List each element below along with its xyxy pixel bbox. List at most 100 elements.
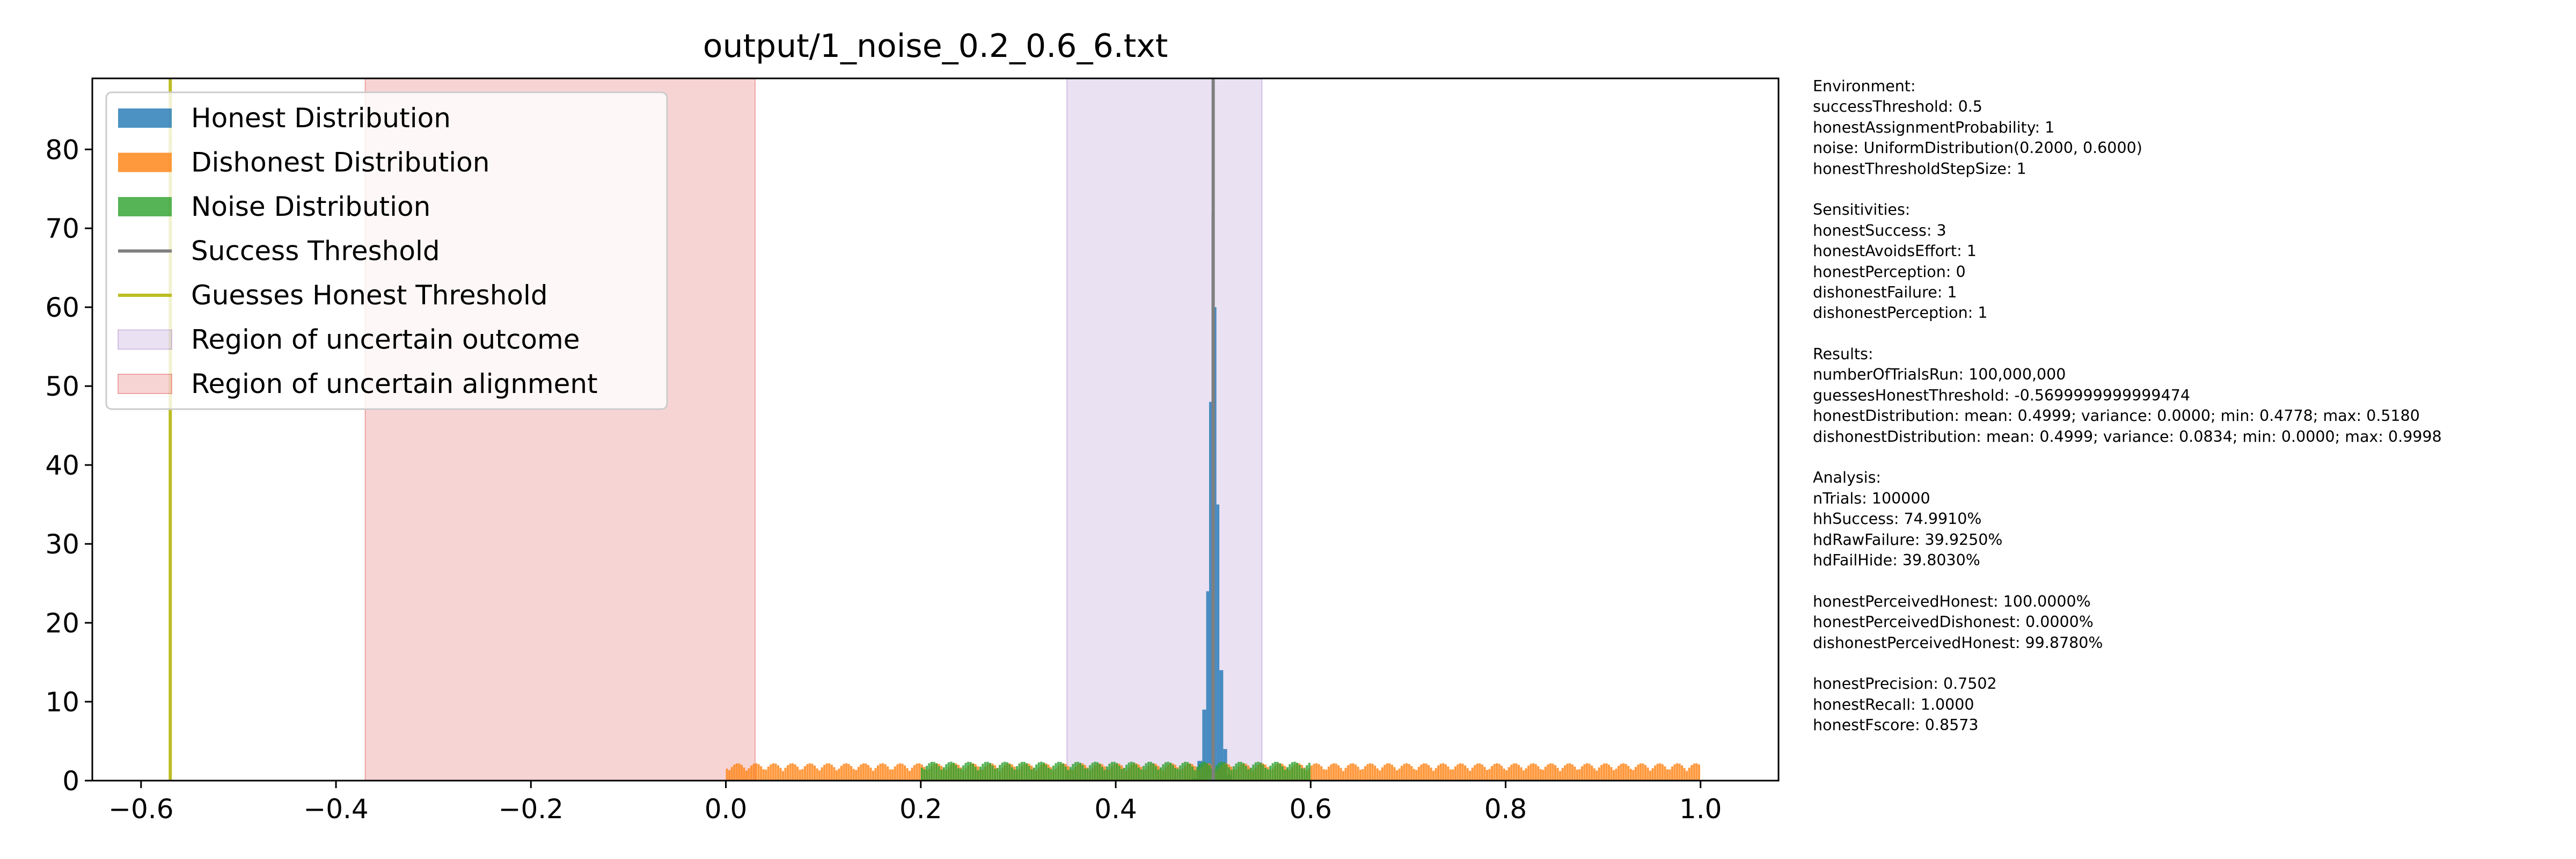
histogram-bar [1435,768,1437,781]
histogram-bar [1052,766,1055,781]
info-line: honestPerceivedHonest: 100.0000% [1813,592,2091,610]
histogram-bar [1690,765,1693,781]
histogram-bar [882,763,884,781]
histogram-bar [1537,766,1540,781]
histogram-bar [1074,762,1077,781]
info-line: noise: UniformDistribution(0.2000, 0.600… [1813,139,2142,157]
histogram-bar [1671,766,1674,781]
histogram-bar [1084,768,1087,781]
histogram-bar [833,767,836,781]
histogram-bar [1564,765,1567,781]
histogram-bar [1529,763,1532,781]
histogram-bar [830,765,833,781]
histogram-bar [808,763,811,781]
histogram-bar [1067,770,1070,781]
histogram-bar [1366,764,1369,781]
legend-label: Noise Distribution [191,191,430,222]
histogram-bar [1176,768,1179,781]
histogram-bar [1269,766,1272,781]
histogram-bar [1651,768,1654,781]
histogram-bar [1354,764,1357,781]
info-line: dishonestFailure: 1 [1813,283,1957,301]
info-panel: Environment: successThreshold: 0.5 honestA… [1813,76,2570,736]
histogram-bar [887,766,889,781]
histogram-bar [743,767,745,781]
histogram-bar [947,762,950,781]
info-line: honestPerceivedDishonest: 0.0000% [1813,613,2094,631]
histogram-bar [1417,767,1420,781]
histogram-bar [1235,763,1238,781]
x-tick-label: 0.4 [1094,794,1137,825]
histogram-bar [1028,766,1030,781]
histogram-bar [935,763,938,781]
histogram-bar [1179,765,1182,781]
histogram-bar [1301,768,1304,781]
histogram-bar [792,763,794,781]
histogram-bar [784,768,787,781]
histogram-bar [1298,765,1301,781]
histogram-bar [1252,765,1255,781]
histogram-bar [1181,763,1184,781]
histogram-bar [1203,761,1206,781]
info-line: Sensitivities: [1813,201,1911,219]
histogram-bar [1386,763,1388,781]
histogram-bar [1142,766,1145,781]
histogram-bar [1325,769,1328,781]
histogram-bar [1318,764,1320,781]
histogram-bar [1259,762,1262,781]
histogram-bar [865,763,867,781]
histogram-bar [1110,762,1114,781]
histogram-bar [1461,763,1464,781]
histogram-bar [755,763,758,781]
histogram-bar [1410,766,1413,781]
histogram-bar [1152,763,1155,781]
histogram-bar [945,764,948,781]
histogram-bar [876,765,880,781]
histogram-bar [1605,763,1608,781]
histogram-bar [920,767,923,781]
histogram-bar [933,762,935,781]
histogram-bar [1697,764,1700,781]
histogram-bar [1654,765,1657,781]
histogram-bar [1245,766,1247,781]
legend-swatch [118,329,172,350]
histogram-bar [1140,769,1143,781]
histogram-bar [857,767,860,781]
legend-label: Success Threshold [191,236,440,267]
info-line: honestDistribution: mean: 0.4999; varian… [1813,407,2420,425]
histogram-bar [1444,764,1447,781]
histogram-bar [1202,709,1206,781]
histogram-bar [787,765,789,781]
histogram-bar [1449,769,1452,781]
histogram-bar [1001,762,1004,781]
histogram-bar [1549,763,1552,781]
histogram-bar [1072,764,1074,781]
histogram-bar [1488,769,1491,781]
histogram-bar [1607,765,1610,781]
histogram-bar [1033,767,1035,781]
histogram-bar [1507,767,1510,781]
histogram-bar [1077,761,1079,781]
histogram-bar [1395,770,1399,781]
histogram-bar [1644,765,1647,781]
histogram-bar [1247,769,1250,781]
histogram-bar [1673,764,1676,781]
histogram-bar [1381,767,1384,781]
chart-title: output/1_noise_0.2_0.6_6.txt [703,27,1168,65]
legend-swatch [118,108,172,128]
histogram-bar [1527,766,1530,781]
legend-swatch [118,197,172,216]
histogram-bar [1485,770,1489,781]
histogram-bar [1666,769,1668,781]
legend: Honest Distribution Dishonest Distributio… [105,91,668,410]
info-line: honestRecall: 1.0000 [1813,695,1974,714]
histogram-bar [794,764,796,781]
y-tick-label: 70 [45,213,79,244]
histogram-bar [767,766,770,781]
histogram-bar [1227,767,1230,781]
histogram-bar [1257,761,1260,781]
info-line: honestFscore: 0.8573 [1813,716,1979,734]
histogram-bar [1668,769,1671,781]
histogram-bar [1476,763,1479,781]
histogram-bar [1219,670,1224,781]
